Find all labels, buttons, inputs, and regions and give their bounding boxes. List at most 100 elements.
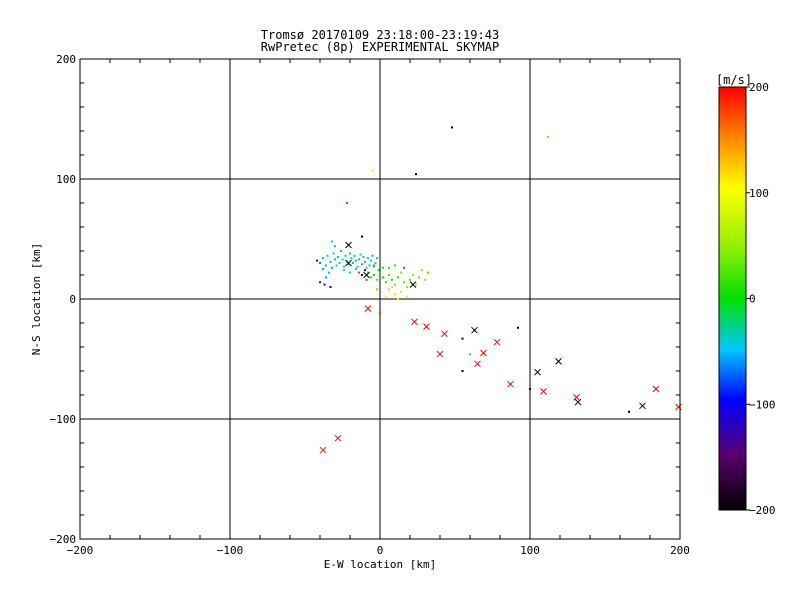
- data-point: [325, 264, 327, 267]
- y-tick-label: −200: [50, 533, 77, 546]
- data-point: [373, 265, 375, 268]
- data-point: [349, 271, 351, 274]
- data-point: [461, 337, 464, 340]
- data-point: [385, 295, 387, 298]
- x-marker-stroke: [345, 259, 352, 267]
- data-point: [400, 271, 402, 274]
- chart-subtitle: RwPretec (8p) EXPERIMENTAL SKYMAP: [261, 40, 499, 54]
- data-point: [379, 312, 381, 315]
- data-point: [319, 262, 321, 264]
- data-point: [346, 202, 348, 204]
- data-point: [400, 290, 402, 293]
- data-point: [415, 283, 417, 286]
- data-point-x: [364, 305, 372, 312]
- x-marker-stroke: [652, 385, 660, 393]
- data-point: [397, 276, 399, 279]
- data-point-x: [555, 358, 562, 365]
- data-point: [341, 258, 344, 261]
- x-marker-stroke: [363, 271, 370, 279]
- grid-lines: [80, 59, 680, 539]
- x-marker-stroke: [480, 349, 487, 357]
- data-point-x: [652, 385, 660, 393]
- y-tick-label: 100: [56, 173, 76, 186]
- x-tick-label: 0: [377, 544, 384, 557]
- data-point-x: [409, 281, 417, 288]
- data-point: [319, 281, 321, 284]
- data-point: [335, 264, 338, 267]
- x-marker-stroke: [639, 402, 646, 410]
- data-point: [397, 298, 399, 300]
- data-point: [391, 286, 393, 288]
- data-point: [374, 262, 377, 264]
- data-point: [331, 240, 333, 243]
- data-point: [337, 256, 339, 258]
- data-point: [352, 262, 354, 264]
- colorbar-tick-label: 200: [749, 81, 769, 94]
- data-point-x: [480, 349, 487, 357]
- data-point-x: [334, 434, 342, 442]
- data-point: [364, 260, 366, 263]
- x-marker-stroke: [319, 446, 327, 454]
- data-point-x: [534, 368, 541, 376]
- data-point: [391, 278, 393, 281]
- data-point-x: [639, 402, 646, 410]
- data-point: [424, 278, 426, 281]
- data-point: [367, 257, 369, 260]
- data-point: [353, 254, 356, 257]
- data-point: [361, 263, 363, 266]
- data-point: [340, 250, 342, 252]
- data-point: [373, 264, 375, 267]
- data-point: [421, 269, 423, 272]
- data-point-x: [441, 330, 448, 338]
- data-point-x: [675, 403, 682, 411]
- data-point: [394, 264, 396, 267]
- y-tick-label: −100: [50, 413, 77, 426]
- x-marker-stroke: [436, 350, 444, 358]
- data-point: [365, 278, 368, 281]
- x-marker-stroke: [555, 358, 562, 365]
- x-marker-stroke: [534, 368, 541, 376]
- data-point-x: [436, 350, 444, 358]
- data-point: [373, 274, 375, 276]
- data-point: [362, 256, 365, 258]
- data-point: [388, 266, 390, 269]
- data-point: [322, 268, 324, 270]
- data-point: [364, 269, 366, 272]
- x-tick-labels: −200 −100 0 100 200: [67, 544, 690, 557]
- data-point: [418, 276, 420, 279]
- x-marker-stroke: [411, 318, 418, 326]
- data-point: [371, 169, 374, 172]
- data-point: [358, 258, 360, 261]
- data-point: [406, 295, 408, 298]
- data-point-x: [493, 338, 501, 346]
- data-point-x: [507, 380, 514, 388]
- y-tick-label: 0: [69, 293, 76, 306]
- x-marker-stroke: [423, 323, 430, 330]
- data-point: [385, 281, 387, 284]
- data-point-x: [573, 394, 580, 401]
- plot-frame: [79, 58, 681, 540]
- data-point: [382, 276, 384, 279]
- x-tick-label: 200: [670, 544, 690, 557]
- data-point: [412, 274, 414, 276]
- x-marker-stroke: [441, 330, 448, 338]
- data-point: [334, 245, 336, 248]
- data-point: [409, 278, 411, 281]
- data-point: [367, 271, 369, 274]
- data-point: [343, 265, 345, 268]
- colorbar: [718, 86, 747, 511]
- data-point: [326, 254, 329, 257]
- x-marker-stroke: [574, 398, 582, 406]
- data-point: [344, 254, 347, 257]
- x-tick-label: −100: [217, 544, 244, 557]
- data-point: [394, 293, 396, 296]
- data-point-x: [471, 326, 478, 334]
- x-marker-stroke: [334, 434, 342, 442]
- data-point-x: [474, 360, 481, 368]
- data-point: [388, 288, 390, 291]
- data-point: [377, 269, 380, 272]
- data-point: [388, 274, 390, 276]
- colorbar-label: [m/s]: [716, 73, 752, 87]
- data-point: [356, 265, 359, 268]
- colorbar-tick-label: −100: [749, 398, 776, 411]
